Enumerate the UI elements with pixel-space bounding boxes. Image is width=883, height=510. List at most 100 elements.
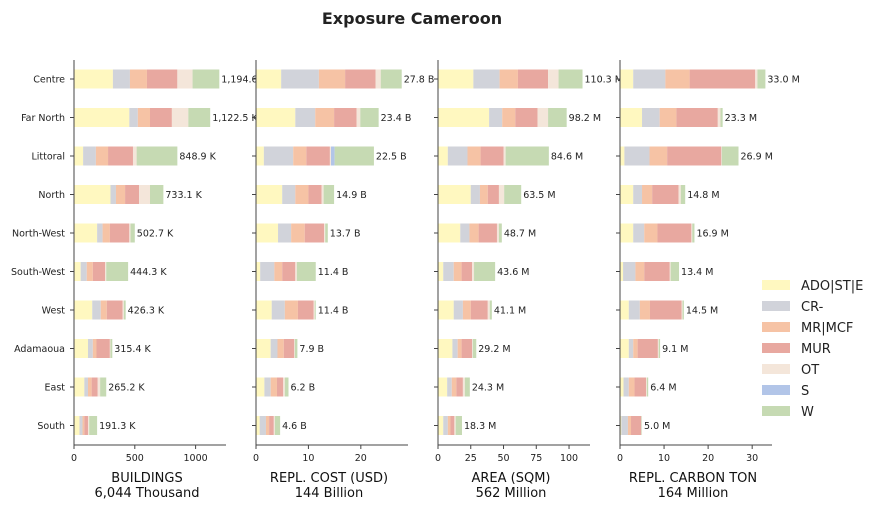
bar-segment [345, 69, 376, 89]
bar-segment [487, 300, 490, 320]
legend-label: OT [801, 363, 819, 378]
value-label: 13.7 B [330, 229, 361, 240]
value-label: 733.1 K [165, 190, 202, 201]
bar-segment [74, 339, 88, 358]
bar-segment [293, 146, 307, 166]
value-label: 444.3 K [130, 267, 167, 278]
bar-segment [644, 223, 658, 243]
bar-segment [270, 339, 278, 358]
bar-segment [620, 416, 622, 435]
bar-segment [461, 339, 473, 358]
bar-segment [89, 416, 98, 435]
bar-segment [259, 416, 266, 435]
bar-segment [74, 377, 85, 397]
bar-segment [84, 377, 88, 397]
bar-segment [360, 108, 379, 127]
bar-segment [283, 377, 285, 397]
bar-segment [281, 69, 319, 89]
bar-segment [87, 339, 93, 358]
bar-segment [658, 339, 661, 358]
bar-segment [313, 300, 315, 320]
value-label: 315.4 K [114, 344, 151, 355]
bar-segment [334, 108, 357, 127]
legend-swatch [762, 280, 790, 290]
bar-segment [329, 146, 331, 166]
bar-segment [472, 339, 477, 358]
bar-segment [306, 146, 330, 166]
bar-segment [102, 223, 110, 243]
value-label: 11.4 B [318, 267, 349, 278]
bar-segment [558, 69, 583, 89]
bar-segment [108, 146, 133, 166]
bar-segment [621, 416, 628, 435]
bar-segment [271, 300, 285, 320]
bar-segment [256, 185, 283, 204]
bar-segment [438, 146, 448, 166]
legend-swatch [762, 406, 790, 416]
x-tick-label: 20 [355, 453, 367, 464]
bar-segment [105, 262, 107, 281]
bar-segment [548, 69, 559, 89]
bar-segment [678, 185, 681, 204]
bar-segment [628, 300, 640, 320]
panel-1: Centre Far North Littoral North North-West So… [11, 60, 268, 501]
bar-segment [620, 108, 643, 127]
x-tick-label: 500 [126, 453, 144, 464]
legend-label: W [801, 405, 814, 420]
bar-segment [282, 262, 296, 281]
bar-segment [646, 377, 649, 397]
bar-segment [82, 416, 85, 435]
bar-segment [74, 108, 130, 127]
x-tick-label: 10 [658, 453, 670, 464]
bar-segment [106, 262, 129, 281]
bar-segment [628, 377, 635, 397]
bar-segment [137, 108, 150, 127]
bar-segment [457, 339, 462, 358]
bar-segment [256, 416, 260, 435]
x-axis-total: 6,044 Thousand [95, 486, 200, 501]
bar-segment [130, 223, 135, 243]
bar-segment [318, 69, 346, 89]
bar-segment [129, 108, 138, 127]
legend-label: MR|MCF [801, 321, 853, 336]
bar-segment [438, 339, 453, 358]
bar-segment [96, 339, 110, 358]
bar-segment [721, 146, 739, 166]
value-label: 502.7 K [137, 229, 174, 240]
x-tick-label: 0 [617, 453, 623, 464]
bar-segment [129, 69, 147, 89]
bar-segment [657, 223, 692, 243]
bar-segment [294, 339, 298, 358]
bar-segment [356, 108, 361, 127]
bar-segment [84, 416, 88, 435]
value-label: 7.9 B [299, 344, 324, 355]
bar-segment [296, 262, 316, 281]
bar-segment [270, 377, 277, 397]
bar-segment [264, 377, 271, 397]
value-label: 1,122.5 K [212, 113, 258, 124]
bar-segment [454, 416, 456, 435]
bar-segment [478, 223, 497, 243]
value-label: 48.7 M [504, 229, 536, 240]
bar-segment [462, 300, 471, 320]
value-label: 13.4 M [681, 267, 713, 278]
bar-segment [461, 262, 473, 281]
bar-segment [122, 300, 124, 320]
bar-segment [260, 262, 275, 281]
value-label: 23.4 B [381, 113, 412, 124]
bar-segment [256, 108, 296, 127]
x-tick-label: 0 [253, 453, 259, 464]
bar-segment [633, 339, 638, 358]
bar-segment [100, 377, 107, 397]
bar-segment [188, 108, 211, 127]
bar-segment [110, 185, 116, 204]
bar-segment [649, 300, 682, 320]
bar-segment [665, 69, 690, 89]
bar-segment [682, 300, 684, 320]
bar-segment [472, 262, 475, 281]
bar-segment [92, 339, 97, 358]
bar-segment [278, 223, 292, 243]
bar-segment [455, 416, 462, 435]
bar-segment [670, 262, 680, 281]
bar-segment [87, 377, 92, 397]
